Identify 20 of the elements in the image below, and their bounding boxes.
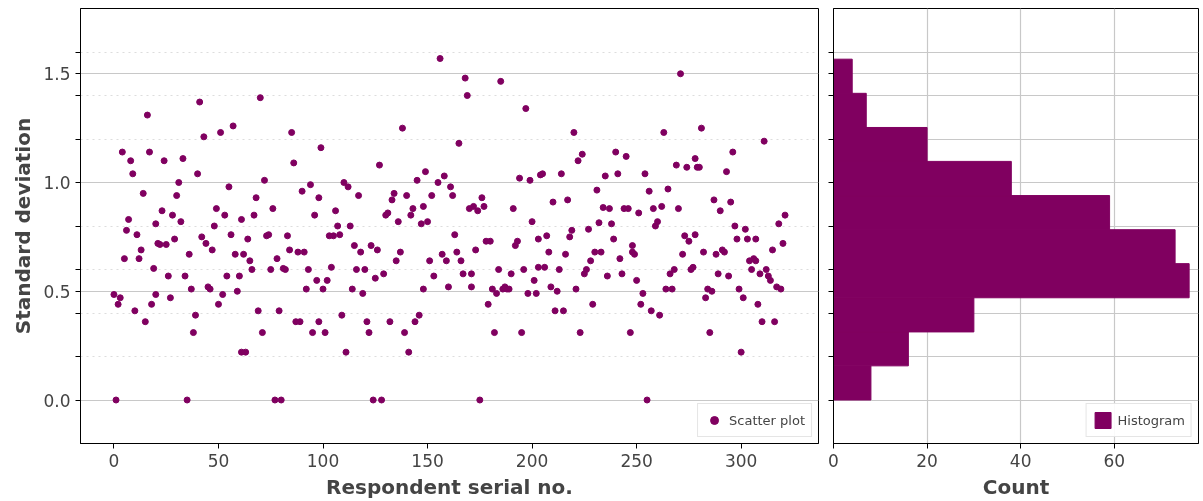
x-tick-label: 0 (828, 450, 839, 471)
x-tick-label: 60 (1103, 450, 1126, 471)
x-tick-label: 40 (1009, 450, 1032, 471)
y-tick-label: 1.5 (43, 64, 71, 85)
x-axis-title: Respondent serial no. (326, 474, 573, 499)
x-tick-label: 150 (411, 450, 444, 471)
y-tick-label: 0.5 (43, 281, 71, 302)
x-tick-label: 0 (108, 450, 120, 471)
x-tick-label: 200 (515, 450, 549, 471)
y-tick-label: 0.0 (43, 390, 71, 411)
x-tick-label: 100 (306, 450, 340, 471)
y-tick-label: 1.0 (43, 173, 71, 193)
y-axis-title: Standard deviation (11, 117, 36, 335)
x-tick-label: 300 (724, 450, 758, 471)
x-tick-label: 250 (620, 450, 653, 471)
legend-label: Histogram (1117, 412, 1185, 428)
x-axis-title: Count (982, 474, 1050, 499)
x-tick-label: 50 (207, 450, 230, 471)
legend-label: Scatter plot (729, 412, 805, 428)
x-tick-label: 20 (916, 450, 938, 471)
